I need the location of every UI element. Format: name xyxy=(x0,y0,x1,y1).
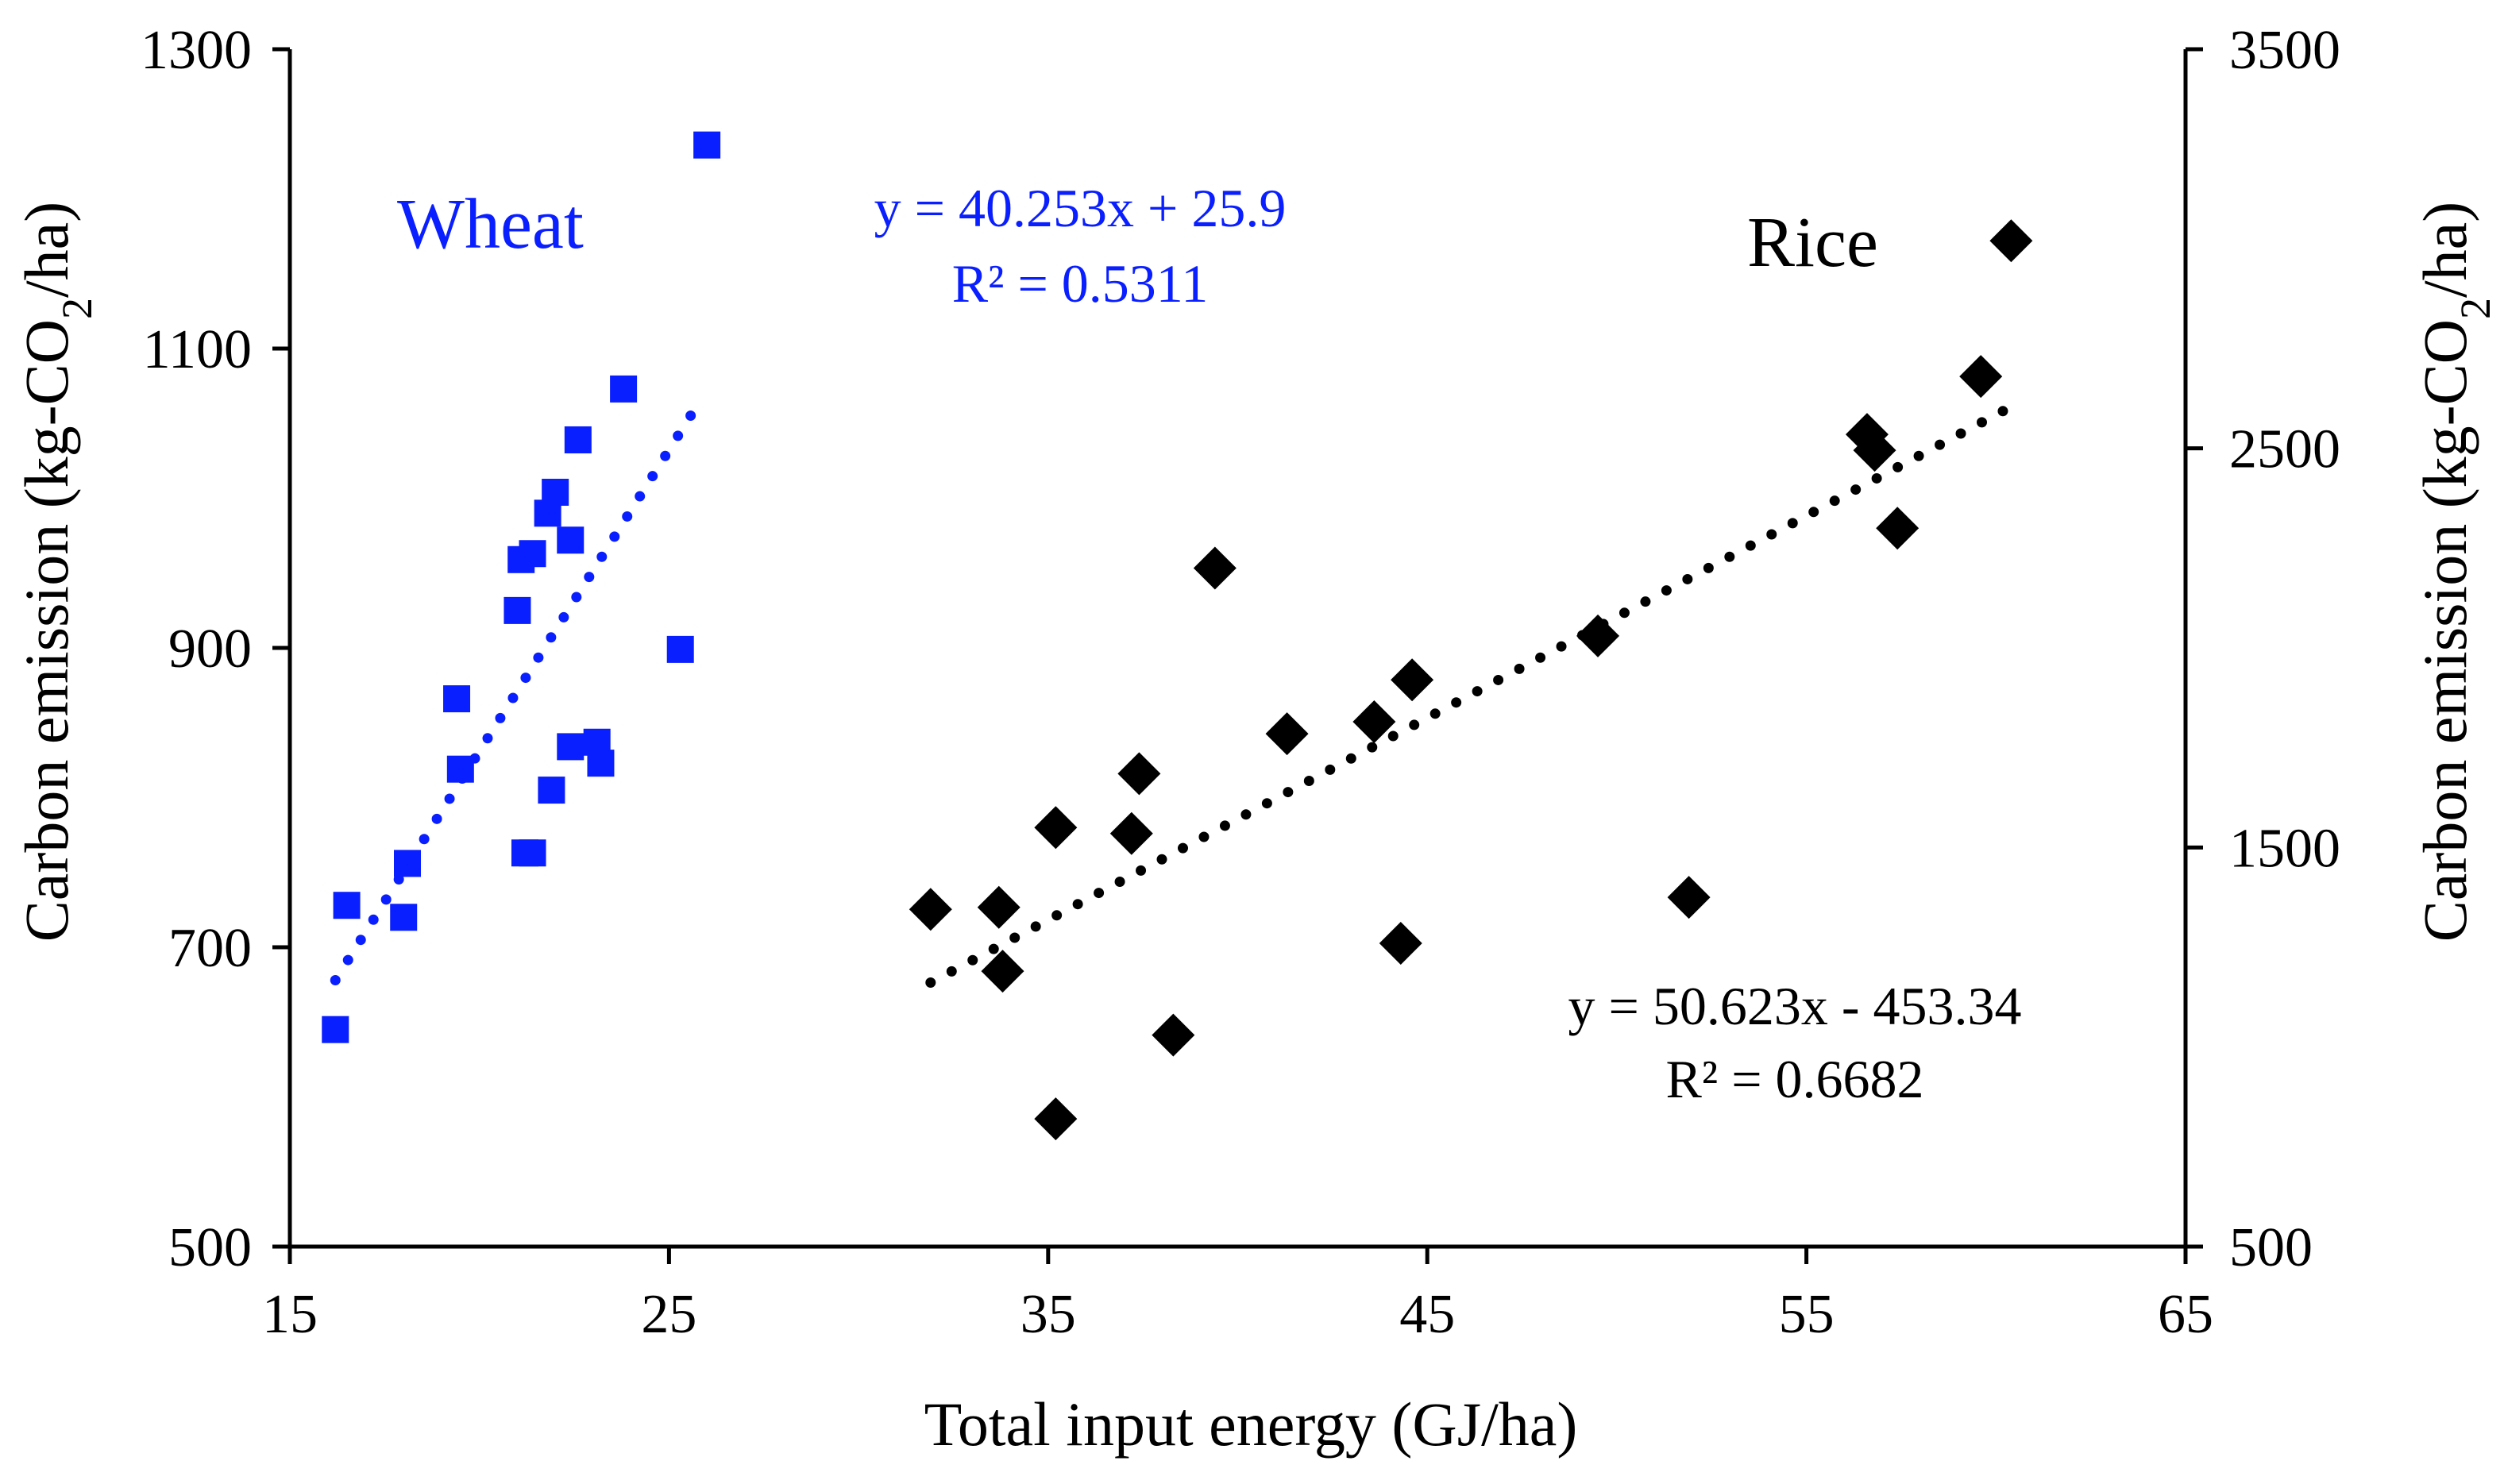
wheat-point xyxy=(446,755,474,783)
wheat-point xyxy=(610,375,638,403)
rice-point xyxy=(1989,219,2033,263)
rice-point xyxy=(1117,752,1161,796)
data-points xyxy=(322,131,2033,1141)
rice-point xyxy=(1576,614,1620,657)
rice-point xyxy=(1109,811,1153,855)
y-left-tick-label: 500 xyxy=(168,1217,252,1278)
wheat-point xyxy=(333,892,361,919)
x-tick-label: 45 xyxy=(1399,1284,1455,1345)
y-axis-title-right-pre: Carbon emission (kg-CO xyxy=(2410,319,2479,942)
rice-point xyxy=(1667,876,1711,919)
x-tick-label: 35 xyxy=(1021,1284,1076,1345)
wheat-point xyxy=(542,478,569,506)
y-right-tick-label: 500 xyxy=(2229,1217,2313,1278)
wheat-point xyxy=(519,839,546,867)
y-axis-title-left: Carbon emission (kg-CO2/ha) xyxy=(12,202,101,942)
wheat-point xyxy=(538,777,565,804)
wheat-point xyxy=(393,850,421,877)
rice-point xyxy=(981,950,1024,993)
wheat-series-label: Wheat xyxy=(397,185,584,264)
trendlines xyxy=(330,403,2013,988)
rice-point xyxy=(1152,1013,1195,1057)
rice-point xyxy=(909,888,952,931)
rice-point xyxy=(1391,658,1434,702)
x-tick-label: 55 xyxy=(1779,1284,1835,1345)
y-axis-title-right-post: /ha) xyxy=(2410,202,2479,298)
wheat-equation: y = 40.253x + 25.9 xyxy=(874,178,1287,238)
rice-point xyxy=(1193,546,1237,590)
x-tick-label: 15 xyxy=(262,1284,318,1345)
rice-point xyxy=(1352,700,1396,743)
wheat-point xyxy=(557,733,585,761)
rice-point xyxy=(1034,806,1078,850)
y-right-tick-label: 3500 xyxy=(2229,20,2340,81)
wheat-point xyxy=(587,750,615,777)
x-tick-label: 25 xyxy=(641,1284,696,1345)
wheat-point xyxy=(504,596,531,624)
y-left-tick-label: 1100 xyxy=(143,319,252,380)
wheat-point xyxy=(557,526,585,554)
rice-point xyxy=(977,885,1021,929)
y-axis-title-left-post: /ha) xyxy=(12,202,81,298)
wheat-point xyxy=(390,904,418,931)
rice-series-label: Rice xyxy=(1747,203,1878,282)
rice-point xyxy=(1265,712,1309,756)
y-axis-title-right: Carbon emission (kg-CO2/ha) xyxy=(2410,202,2499,942)
wheat-point xyxy=(693,131,721,159)
rice-r2: R² = 0.6682 xyxy=(1665,1049,1923,1109)
rice-point xyxy=(1853,429,1896,472)
wheat-trendline xyxy=(330,408,697,985)
wheat-point xyxy=(519,540,546,568)
rice-equation: y = 50.623x - 453.34 xyxy=(1568,976,2022,1036)
wheat-point xyxy=(564,426,592,453)
rice-point xyxy=(1876,507,1919,550)
tick-labels: 15 25 35 45 55 65 500 700 900 1100 1300 500 1500 2500… xyxy=(141,20,2340,1345)
y-right-tick-label: 2500 xyxy=(2229,419,2340,480)
y-axis-title-left-pre: Carbon emission (kg-CO xyxy=(12,319,81,942)
wheat-point xyxy=(322,1016,349,1043)
x-axis-title: Total input energy (GJ/ha) xyxy=(924,1390,1578,1459)
rice-point xyxy=(1034,1097,1078,1141)
y-left-tick-label: 900 xyxy=(168,619,252,680)
x-tick-label: 65 xyxy=(2158,1284,2213,1345)
axes xyxy=(272,47,2203,1264)
wheat-r2: R² = 0.5311 xyxy=(952,253,1209,314)
rice-point xyxy=(1959,355,2003,399)
y-axis-title-left-sub: 2 xyxy=(53,298,101,319)
y-left-tick-label: 1300 xyxy=(141,20,252,81)
wheat-point xyxy=(443,685,471,713)
wheat-point xyxy=(666,635,694,663)
y-left-tick-label: 700 xyxy=(168,918,252,979)
rice-point xyxy=(1379,921,1422,965)
y-right-tick-label: 1500 xyxy=(2229,818,2340,879)
y-axis-title-right-sub: 2 xyxy=(2452,298,2499,319)
